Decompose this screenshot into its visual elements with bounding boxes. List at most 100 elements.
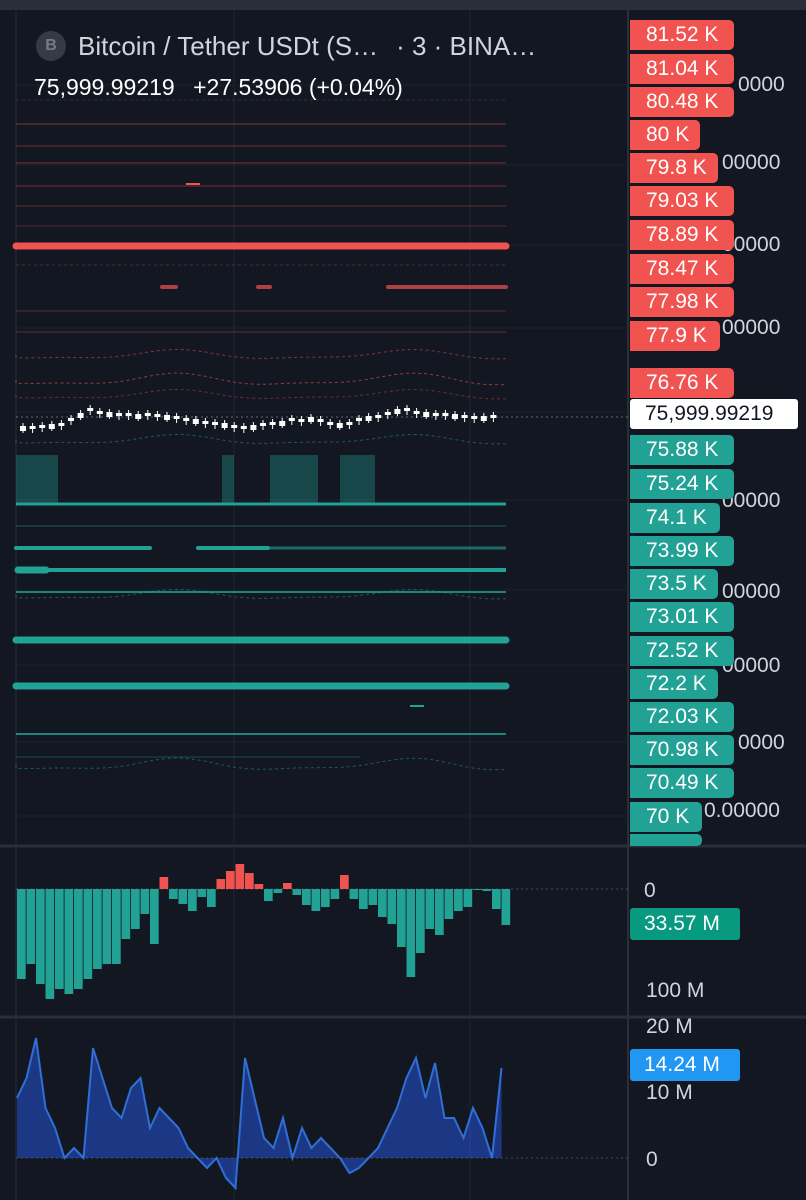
resistance-tag[interactable]: 79.03 K — [630, 186, 734, 216]
candle-body — [20, 426, 26, 431]
axis-label: 00000 — [722, 654, 781, 677]
candle-body — [346, 422, 353, 425]
resistance-tag[interactable]: 78.89 K — [630, 220, 734, 250]
support-tag[interactable]: 74.1 K — [630, 503, 720, 533]
delta-bar — [102, 889, 112, 964]
delta-bar — [55, 889, 64, 989]
candle-body — [77, 413, 84, 418]
delta-value-tag[interactable]: 33.57 M — [630, 908, 740, 940]
candle-body — [452, 414, 458, 419]
current-price-tag[interactable]: 75,999.99219 — [630, 399, 798, 429]
support-tag[interactable]: 72.2 K — [630, 669, 718, 699]
resistance-tag[interactable]: 80 K — [630, 120, 700, 150]
support-tag[interactable]: 72.03 K — [630, 702, 734, 732]
delta-bar — [159, 877, 169, 889]
candle-body — [58, 423, 65, 426]
resistance-tag[interactable]: 78.47 K — [630, 254, 734, 284]
delta-bar — [245, 873, 254, 889]
candle-body — [356, 418, 362, 421]
delta-bar — [492, 889, 501, 909]
delta-zero-label: 0 — [644, 879, 656, 902]
candle-body — [413, 411, 420, 414]
delta-bar — [121, 889, 131, 939]
resistance-tag[interactable]: 81.52 K — [630, 20, 734, 50]
resistance-tag[interactable]: 76.76 K — [630, 368, 734, 398]
delta-bar — [311, 889, 321, 911]
volume-area — [16, 1037, 628, 1191]
delta-bar — [378, 889, 387, 917]
resistance-tag[interactable]: 80.48 K — [630, 87, 734, 117]
volume-zero-label: 0 — [646, 1148, 658, 1171]
support-tag-clipped — [630, 834, 702, 846]
delta-bar — [330, 889, 340, 899]
candle-body — [221, 423, 228, 428]
axis-label: 00000 — [722, 316, 781, 339]
support-tag[interactable]: 73.5 K — [630, 569, 718, 599]
band-line — [15, 433, 507, 445]
delta-bar — [254, 884, 264, 889]
delta-bar — [178, 889, 188, 904]
candle-body — [173, 416, 180, 419]
band-line — [15, 348, 507, 360]
delta-bar — [463, 889, 473, 907]
support-tag[interactable]: 70 K — [630, 802, 702, 832]
delta-bar — [131, 889, 140, 929]
candle-body — [327, 422, 334, 425]
candle-body — [250, 425, 257, 430]
resistance-tag[interactable]: 77.9 K — [630, 321, 720, 351]
candle-body — [212, 422, 218, 425]
delta-bar — [482, 889, 492, 891]
delta-histogram — [16, 864, 628, 999]
delta-bar — [197, 889, 207, 897]
support-tag[interactable]: 72.52 K — [630, 636, 734, 666]
delta-bar — [216, 879, 226, 889]
candle-body — [384, 412, 391, 415]
delta-bar — [397, 889, 406, 947]
resistance-tag[interactable]: 79.8 K — [630, 153, 718, 183]
delta-bar — [264, 889, 273, 901]
delta-bar — [425, 889, 435, 929]
volume-fill — [17, 1038, 502, 1188]
delta-bar — [340, 875, 349, 889]
axis-label: 0000 — [738, 731, 785, 754]
support-tag[interactable]: 73.01 K — [630, 602, 734, 632]
candle-body — [365, 416, 372, 421]
delta-bar — [387, 889, 397, 924]
last-price: 75,999.99219 — [34, 74, 175, 100]
axis-label: 00000 — [722, 233, 781, 256]
price-levels — [12, 99, 510, 771]
support-tag[interactable]: 75.24 K — [630, 469, 734, 499]
candle-body — [202, 421, 209, 424]
support-tag[interactable]: 70.49 K — [630, 768, 734, 798]
delta-bar — [501, 889, 511, 925]
candle-body — [279, 421, 286, 426]
delta-bar — [406, 889, 416, 977]
symbol-row[interactable]: B Bitcoin / Tether USDt (S… · 3 · BINA… — [30, 28, 536, 64]
support-tag[interactable]: 70.98 K — [630, 735, 734, 765]
delta-bar — [17, 889, 26, 979]
delta-bar — [235, 864, 245, 889]
interval-exchange[interactable]: · 3 · BINA… — [396, 30, 537, 61]
support-zone — [270, 455, 318, 503]
price-readout: 75,999.99219 +27.53906 (+0.04%) — [34, 74, 415, 101]
candle-body — [240, 426, 247, 429]
candle-body — [317, 419, 324, 422]
candles — [16, 405, 628, 433]
support-tag[interactable]: 75.88 K — [630, 435, 734, 465]
candle-body — [48, 424, 55, 429]
support-tag[interactable]: 73.99 K — [630, 536, 734, 566]
axis-label: 00000 — [722, 580, 781, 603]
symbol-header[interactable]: B Bitcoin / Tether USDt (S… · 3 · BINA… … — [30, 28, 630, 108]
candle-body — [96, 411, 103, 414]
support-zone — [340, 455, 375, 503]
delta-bar — [368, 889, 378, 905]
axis-label: 0.00000 — [704, 799, 780, 822]
resistance-tag[interactable]: 81.04 K — [630, 54, 734, 84]
resistance-tag[interactable]: 77.98 K — [630, 287, 734, 317]
delta-bar — [359, 889, 368, 909]
volume-scale-mid: 10 M — [646, 1081, 693, 1104]
delta-bar — [302, 889, 311, 905]
volume-value-tag[interactable]: 14.24 M — [630, 1049, 740, 1081]
symbol-title[interactable]: Bitcoin / Tether USDt (S… — [78, 30, 379, 61]
